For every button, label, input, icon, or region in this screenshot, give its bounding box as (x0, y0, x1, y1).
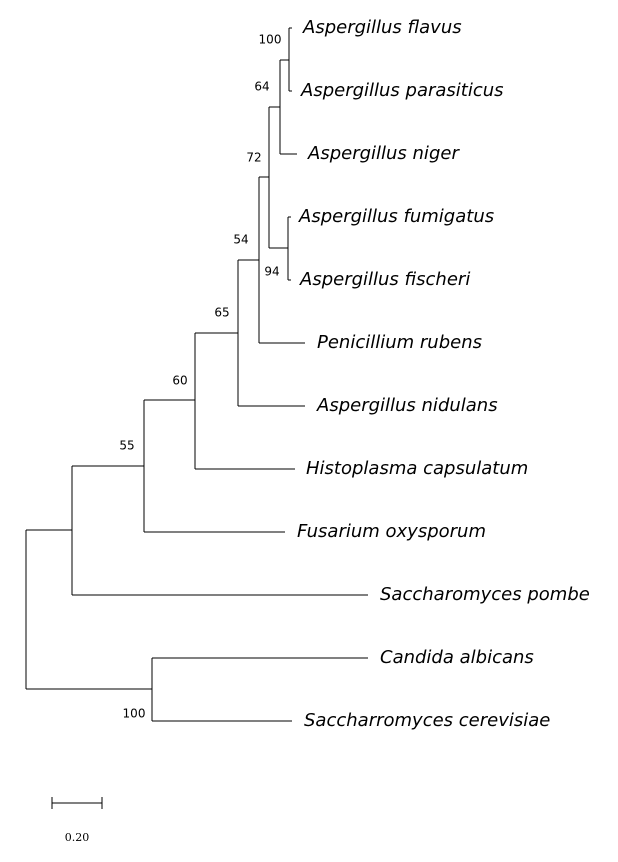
bootstrap-value: 65 (214, 306, 229, 320)
taxon-label: Aspergillus flavus (302, 17, 462, 38)
taxon-label: Aspergillus parasiticus (300, 80, 504, 101)
taxon-label: Histoplasma capsulatum (306, 458, 528, 479)
labels: Aspergillus flavus Aspergillus parasiticu… (65, 17, 590, 844)
bootstrap-value: 100 (123, 707, 146, 721)
bootstrap-value: 60 (172, 374, 187, 388)
taxon-label: Penicillium rubens (317, 332, 482, 353)
taxon-label: Aspergillus fischeri (299, 269, 470, 290)
bootstrap-value: 100 (259, 33, 282, 47)
bootstrap-value: 54 (233, 233, 248, 247)
taxon-label: Aspergillus fumigatus (298, 206, 494, 227)
taxon-label: Aspergillus nidulans (316, 395, 498, 416)
taxon-label: Fusarium oxysporum (297, 521, 486, 542)
bootstrap-value: 72 (246, 151, 261, 165)
bootstrap-value: 64 (254, 80, 269, 94)
taxon-label: Saccharromyces cerevisiae (304, 710, 550, 731)
bootstrap-value: 55 (119, 439, 134, 453)
branches (25, 27, 368, 809)
bootstrap-value: 94 (264, 265, 279, 279)
taxon-label: Aspergillus niger (307, 143, 460, 164)
scale-bar-label: 0.20 (65, 831, 90, 844)
taxon-label: Saccharomyces pombe (380, 584, 590, 605)
taxon-label: Candida albicans (380, 647, 534, 668)
